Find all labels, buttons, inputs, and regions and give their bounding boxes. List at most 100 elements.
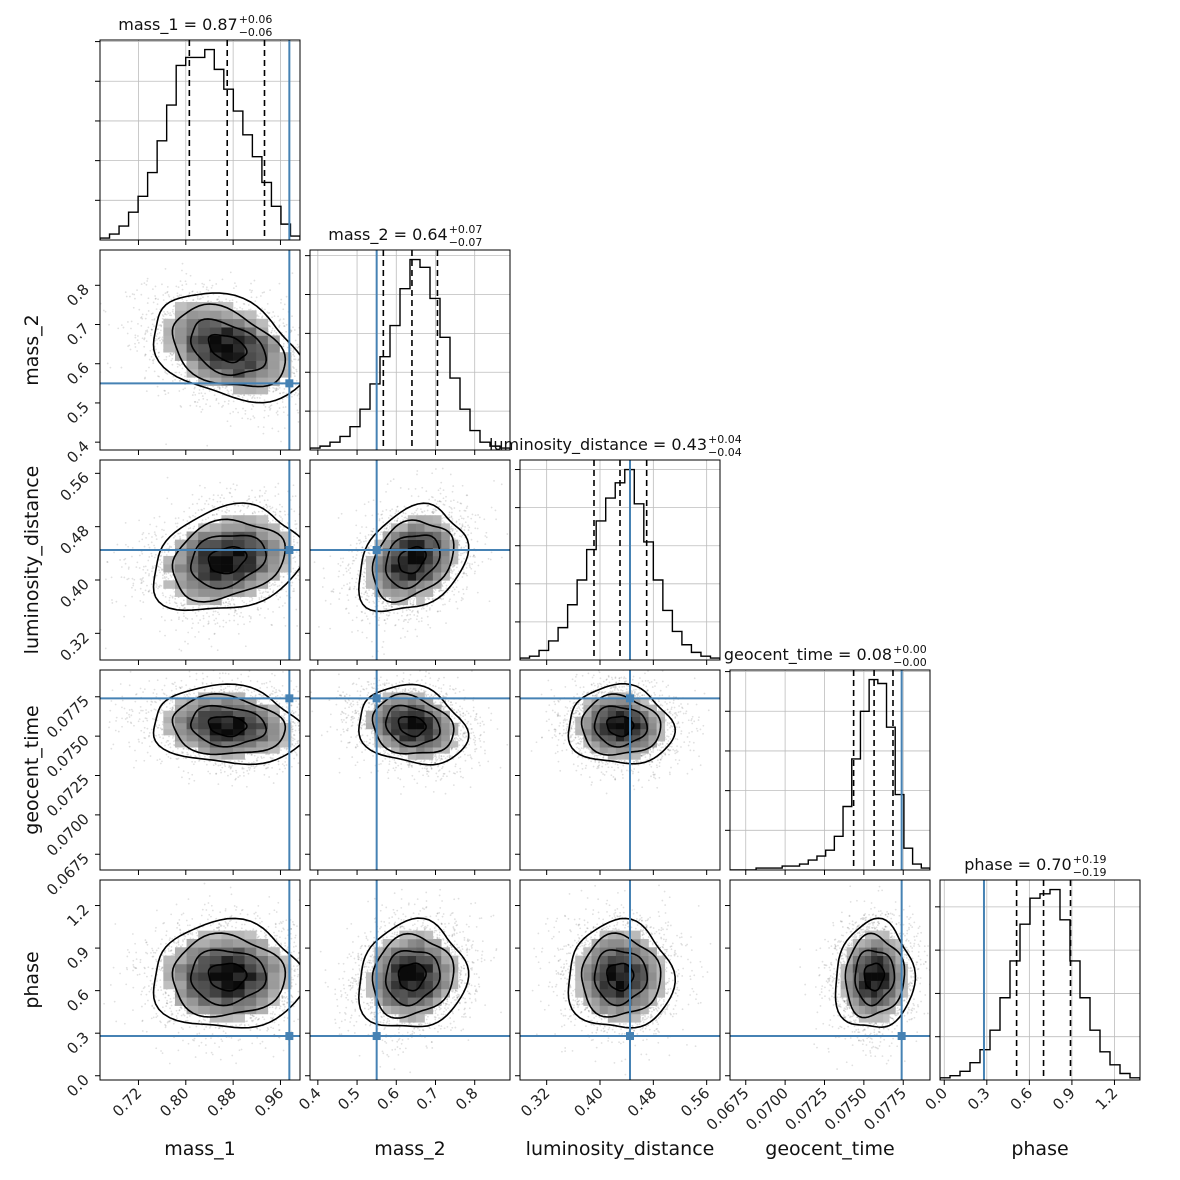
density-cell [221, 352, 234, 361]
sample-point [254, 496, 257, 499]
sample-point [202, 296, 204, 299]
sample-point [147, 590, 150, 593]
sample-point [150, 312, 153, 315]
sample-point [237, 623, 239, 626]
sample-point [160, 536, 163, 539]
sample-point [157, 565, 159, 568]
sample-point [277, 388, 280, 391]
sample-point [227, 390, 230, 393]
sample-point [181, 262, 184, 265]
sample-point [297, 333, 300, 336]
sample-point [230, 599, 233, 601]
density-cell [244, 335, 257, 345]
sample-point [216, 649, 219, 652]
sample-point [162, 294, 165, 296]
sample-point [149, 349, 152, 352]
sample-point [159, 566, 162, 569]
sample-point [189, 527, 192, 529]
sample-point [173, 304, 176, 307]
sample-point [251, 512, 254, 514]
sample-point [235, 407, 237, 410]
sample-point [295, 608, 298, 611]
sample-point [150, 328, 153, 331]
sample-point [160, 584, 163, 587]
sample-point [208, 279, 211, 282]
density-cell [163, 327, 176, 336]
sample-point [278, 584, 281, 587]
sample-point [181, 298, 184, 300]
truth-marker [285, 379, 294, 388]
sample-point [257, 588, 260, 591]
sample-point [206, 444, 209, 447]
sample-point [157, 565, 160, 568]
sample-point [218, 295, 220, 298]
sample-point [261, 307, 263, 310]
sample-point [226, 597, 229, 600]
sample-point [249, 616, 252, 618]
sample-point [261, 315, 264, 318]
sample-point [210, 286, 213, 289]
sample-point [120, 366, 123, 369]
sample-point [233, 614, 236, 617]
sample-point [232, 400, 235, 403]
sample-point [178, 532, 180, 535]
sample-point [269, 507, 272, 510]
sample-point [302, 569, 304, 571]
sample-point [280, 581, 283, 584]
sample-point [271, 519, 274, 522]
sample-point [296, 343, 299, 346]
sample-point [249, 394, 252, 397]
sample-point [191, 503, 194, 506]
sample-point [267, 608, 270, 610]
sample-point [116, 543, 119, 546]
sample-point [194, 635, 197, 638]
sample-point [231, 393, 234, 395]
sample-point [284, 406, 287, 408]
sample-point [164, 619, 166, 622]
sample-point [137, 322, 139, 325]
sample-point [166, 497, 169, 500]
density-cell [267, 360, 280, 370]
sample-point [177, 618, 180, 620]
density-cell [163, 335, 176, 345]
sample-point [262, 426, 265, 429]
sample-point [244, 409, 247, 412]
sample-point [234, 609, 237, 611]
sample-point [271, 427, 274, 430]
sample-point [222, 404, 224, 407]
density-cell [163, 318, 176, 328]
sample-point [206, 300, 209, 303]
sample-point [161, 283, 163, 286]
sample-point [236, 307, 238, 310]
sample-point [131, 595, 133, 598]
sample-point [156, 342, 159, 345]
density-cell [163, 343, 176, 353]
sample-point [303, 582, 305, 584]
sample-point [153, 358, 155, 361]
sample-point [161, 340, 164, 343]
sample-point [237, 607, 240, 610]
sample-point [257, 510, 260, 513]
sample-point [158, 630, 161, 633]
sample-point [272, 390, 275, 393]
sample-point [174, 378, 176, 381]
sample-point [304, 383, 306, 385]
sample-point [167, 551, 170, 553]
sample-point [179, 535, 181, 538]
sample-point [207, 289, 210, 292]
sample-point [191, 618, 194, 620]
sample-point [192, 299, 195, 302]
sample-point [161, 338, 163, 341]
sample-point [169, 574, 172, 577]
diag-panel-phase: phase = 0.70 +0.19−0.19 [935, 853, 1141, 1081]
sample-point [151, 570, 153, 573]
sample-point [268, 582, 270, 584]
sample-point [292, 484, 295, 487]
sample-point [143, 345, 146, 348]
sample-point [292, 366, 294, 368]
sample-point [264, 492, 266, 495]
sample-point [170, 619, 173, 622]
sample-point [281, 505, 284, 508]
sample-point [274, 495, 277, 497]
sample-point [285, 295, 288, 298]
